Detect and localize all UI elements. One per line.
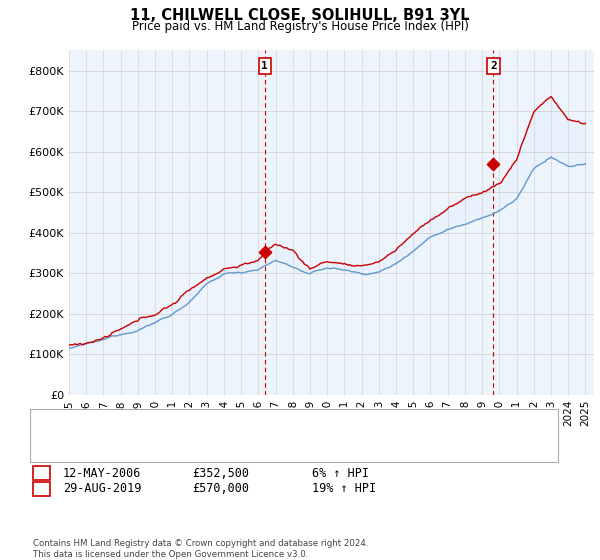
Text: £352,500: £352,500: [192, 466, 249, 480]
Text: 29-AUG-2019: 29-AUG-2019: [63, 482, 142, 496]
Text: 6% ↑ HPI: 6% ↑ HPI: [312, 466, 369, 480]
Text: Contains HM Land Registry data © Crown copyright and database right 2024.
This d: Contains HM Land Registry data © Crown c…: [33, 539, 368, 559]
Text: 1: 1: [38, 468, 45, 478]
Text: 2: 2: [490, 60, 497, 71]
Text: 1: 1: [262, 60, 268, 71]
Point: [260, 248, 269, 256]
Text: 2: 2: [38, 484, 45, 494]
Text: HPI: Average price, detached house, Solihull: HPI: Average price, detached house, Soli…: [57, 427, 304, 437]
Point: [488, 160, 498, 169]
Text: 11, CHILWELL CLOSE, SOLIHULL, B91 3YL: 11, CHILWELL CLOSE, SOLIHULL, B91 3YL: [130, 8, 470, 24]
Text: £570,000: £570,000: [192, 482, 249, 496]
Text: 12-MAY-2006: 12-MAY-2006: [63, 466, 142, 480]
Text: Price paid vs. HM Land Registry's House Price Index (HPI): Price paid vs. HM Land Registry's House …: [131, 20, 469, 32]
Text: 11, CHILWELL CLOSE, SOLIHULL, B91 3YL (detached house): 11, CHILWELL CLOSE, SOLIHULL, B91 3YL (d…: [57, 414, 389, 424]
Text: 19% ↑ HPI: 19% ↑ HPI: [312, 482, 376, 496]
